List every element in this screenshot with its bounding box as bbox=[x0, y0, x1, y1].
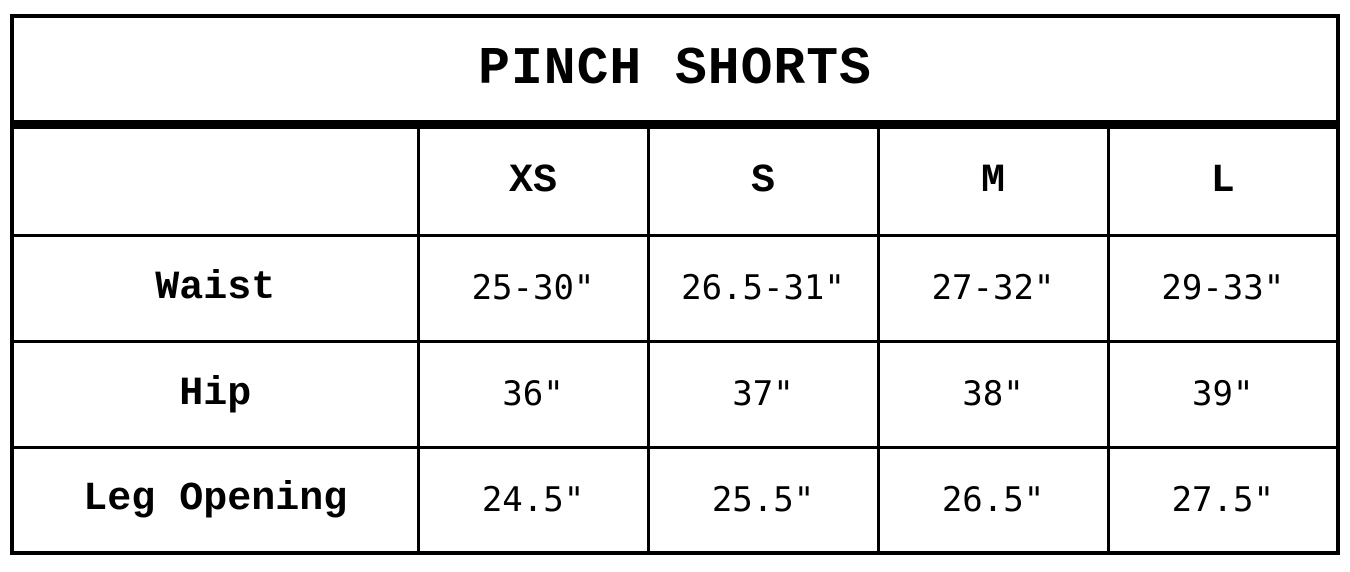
table-row-hip: Hip 36" 37" 38" 39" bbox=[10, 339, 1340, 449]
leg-opening-l-value: 27.5" bbox=[1106, 445, 1340, 555]
hip-xs-value: 36" bbox=[416, 339, 650, 449]
waist-s-value: 26.5-31" bbox=[646, 233, 880, 343]
corner-cell bbox=[10, 122, 420, 237]
waist-xs-value: 25-30" bbox=[416, 233, 650, 343]
table-row-waist: Waist 25-30" 26.5-31" 27-32" 29-33" bbox=[10, 233, 1340, 343]
row-label-hip: Hip bbox=[10, 339, 420, 449]
table-row-leg-opening: Leg Opening 24.5" 25.5" 26.5" 27.5" bbox=[10, 445, 1340, 555]
hip-s-value: 37" bbox=[646, 339, 880, 449]
size-chart-table: PINCH SHORTS XS S M L Waist 25-30" 26.5-… bbox=[10, 14, 1341, 555]
column-header-s: S bbox=[646, 122, 880, 237]
leg-opening-m-value: 26.5" bbox=[876, 445, 1110, 555]
chart-title: PINCH SHORTS bbox=[10, 14, 1340, 129]
title-row: PINCH SHORTS bbox=[10, 14, 1340, 129]
hip-m-value: 38" bbox=[876, 339, 1110, 449]
hip-l-value: 39" bbox=[1106, 339, 1340, 449]
column-header-m: M bbox=[876, 122, 1110, 237]
waist-l-value: 29-33" bbox=[1106, 233, 1340, 343]
leg-opening-s-value: 25.5" bbox=[646, 445, 880, 555]
row-label-leg-opening: Leg Opening bbox=[10, 445, 420, 555]
row-label-waist: Waist bbox=[10, 233, 420, 343]
leg-opening-xs-value: 24.5" bbox=[416, 445, 650, 555]
waist-m-value: 27-32" bbox=[876, 233, 1110, 343]
column-header-xs: XS bbox=[416, 122, 650, 237]
size-header-row: XS S M L bbox=[10, 122, 1340, 237]
column-header-l: L bbox=[1106, 122, 1340, 237]
